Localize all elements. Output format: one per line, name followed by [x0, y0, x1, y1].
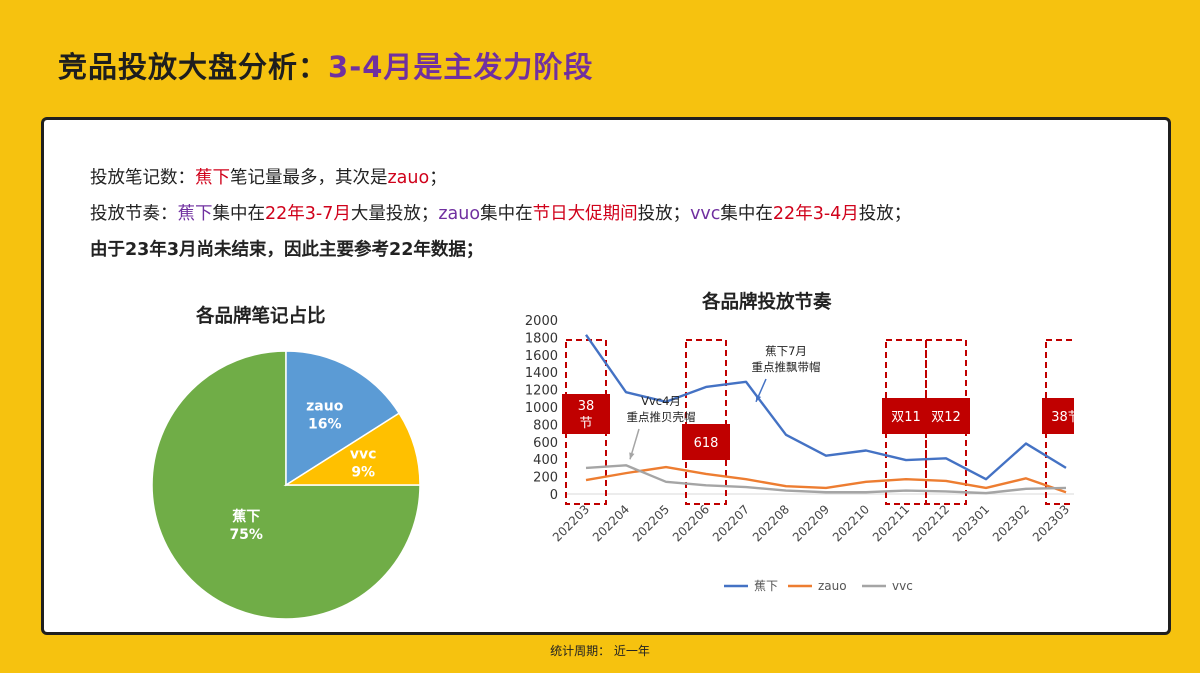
event-label: 38	[578, 399, 595, 414]
summary-segment: 集中在	[720, 204, 773, 224]
event-label-box	[562, 394, 610, 434]
summary-segment: 节日大促期间	[532, 204, 638, 224]
x-tick-label: 202302	[990, 502, 1032, 544]
annotation-arrowhead	[629, 452, 635, 460]
event-label: 618	[694, 436, 719, 451]
x-tick-label: 202204	[590, 502, 632, 544]
event-label: 38节	[1051, 410, 1074, 425]
y-tick-label: 0	[550, 488, 558, 503]
event-label-box	[1042, 398, 1074, 434]
annotation-text: 重点推贝壳帽	[627, 410, 696, 424]
content-panel: 投放笔记数：蕉下笔记量最多，其次是zauo； 投放节奏：蕉下集中在22年3-7月…	[44, 120, 1168, 632]
y-tick-label: 2000	[525, 314, 558, 329]
pie-slice	[285, 350, 401, 487]
y-tick-label: 800	[533, 418, 558, 433]
pie-slice-value: 16%	[308, 417, 342, 433]
x-tick-label: 202205	[630, 502, 672, 544]
x-tick-label: 202212	[910, 502, 952, 544]
annotation-text: 重点推飘带帽	[752, 360, 821, 374]
y-tick-label: 1200	[525, 384, 558, 399]
line-series-1	[585, 465, 1067, 494]
event-marker	[685, 339, 727, 505]
event-label-box	[922, 398, 970, 434]
line-chart: 0 200 400 600 800 1000 1200 1400 1600 1800 2000 202…	[525, 314, 1074, 593]
summary-segment: ；	[429, 168, 447, 188]
event-label: 双12	[931, 410, 961, 425]
summary-text: 投放笔记数：蕉下笔记量最多，其次是zauo； 投放节奏：蕉下集中在22年3-7月…	[90, 160, 911, 268]
pie-chart: 蕉下 75% zauo 16% vvc 9%	[151, 350, 421, 620]
legend-label: 蕉下	[754, 579, 778, 593]
pie-slice-label: 蕉下	[232, 508, 260, 525]
page-title: 竞品投放大盘分析：3-4月是主发力阶段	[58, 44, 593, 86]
x-tick-label: 202206	[670, 502, 712, 544]
x-tick-label: 202211	[870, 502, 912, 544]
y-tick-label: 1400	[525, 366, 558, 381]
summary-segment: zauo	[438, 204, 481, 224]
line-chart-title: 各品牌投放节奏	[702, 292, 832, 313]
line-series-0	[585, 334, 1067, 481]
annotation-arrowhead	[756, 394, 762, 402]
summary-line-note: 由于23年3月尚未结束，因此主要参考22年数据；	[90, 240, 484, 260]
summary-segment: 投放；	[637, 204, 691, 224]
y-tick-label: 200	[533, 471, 558, 486]
footer-period: 统计周期： 近一年	[550, 644, 650, 658]
x-tick-label: 202203	[550, 502, 592, 544]
summary-segment: zauo	[387, 168, 430, 188]
summary-segment: 蕉下	[177, 204, 213, 224]
pie-slice-label: vvc	[350, 447, 377, 463]
legend-label: vvc	[892, 579, 913, 593]
annotation-text: 蕉下7月	[765, 344, 807, 358]
summary-segment: 笔记量最多，其次是	[230, 168, 388, 188]
x-tick-label: 202208	[750, 502, 792, 544]
x-tick-label: 202209	[790, 502, 832, 544]
summary-segment: 投放；	[858, 204, 912, 224]
x-tick-label: 202210	[830, 502, 872, 544]
pie-slice-value: 75%	[229, 527, 263, 543]
summary-segment: 集中在	[212, 204, 266, 224]
summary-segment: 22年3-7月	[265, 204, 351, 224]
y-tick-label: 1600	[525, 349, 558, 364]
line-series-2	[585, 464, 1067, 495]
page-title-highlight: 3-4月是主发力阶段	[328, 50, 594, 84]
pie-slice-value: 9%	[351, 465, 375, 481]
x-tick-label: 202301	[950, 502, 992, 544]
summary-segment: 蕉下	[195, 168, 230, 188]
page-title-prefix: 竞品投放大盘分析：	[58, 50, 329, 84]
event-label-box	[682, 424, 730, 460]
summary-line-rhythm: 投放节奏：蕉下集中在22年3-7月大量投放；zauo集中在节日大促期间投放；vv…	[90, 196, 911, 232]
y-tick-label: 600	[533, 436, 558, 451]
summary-segment: 投放笔记数：	[90, 168, 195, 188]
y-tick-label: 1800	[525, 331, 558, 346]
legend-label: zauo	[818, 579, 847, 593]
summary-segment: 集中在	[480, 204, 533, 224]
summary-line-notes: 投放笔记数：蕉下笔记量最多，其次是zauo；	[90, 160, 911, 196]
x-tick-label: 202303	[1030, 502, 1072, 544]
summary-segment: 22年3-4月	[772, 204, 859, 224]
summary-segment: 投放节奏：	[90, 204, 178, 224]
y-tick-label: 1000	[525, 401, 558, 416]
pie-slice-label: zauo	[306, 399, 344, 415]
event-label: 节	[579, 416, 592, 431]
y-tick-label: 400	[533, 453, 558, 468]
summary-segment: 大量投放；	[350, 204, 439, 224]
annotation-text: Vvc4月	[641, 394, 681, 408]
pie-slice	[283, 412, 421, 486]
summary-segment: vvc	[690, 204, 721, 224]
pie-chart-title: 各品牌笔记占比	[196, 306, 326, 327]
x-tick-label: 202207	[710, 502, 752, 544]
event-label: 双11	[891, 410, 921, 425]
